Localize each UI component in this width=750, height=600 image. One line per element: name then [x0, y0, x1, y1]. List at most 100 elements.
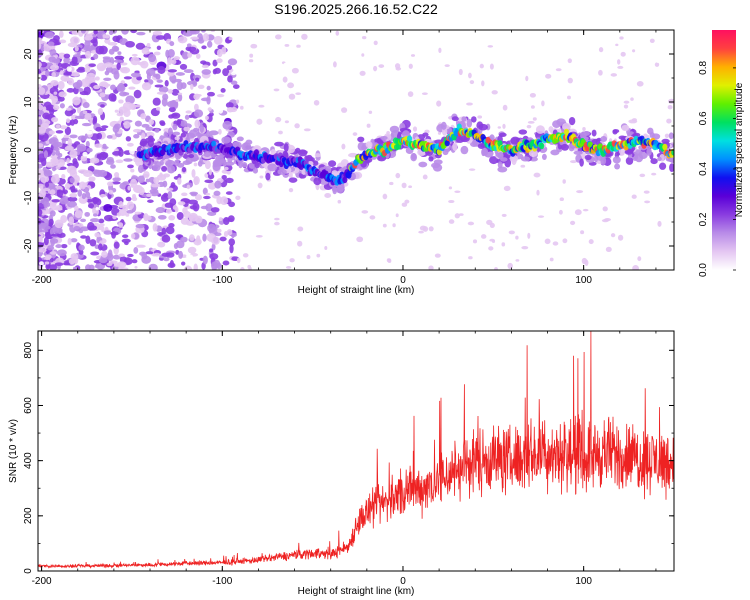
heatmap-cell [163, 192, 169, 198]
heatmap-cell [205, 192, 211, 196]
heatmap-cell [520, 164, 526, 168]
heatmap-cell [128, 86, 136, 90]
heatmap-cell [50, 157, 59, 164]
heatmap-cell [646, 147, 652, 156]
heatmap-cell [177, 92, 183, 96]
heatmap-cell [95, 126, 103, 132]
heatmap-cell [640, 99, 648, 106]
heatmap-cell [67, 77, 75, 86]
heatmap-cell [316, 253, 321, 258]
heatmap-cell [135, 223, 145, 229]
heatmap-cell [387, 258, 392, 264]
heatmap-cell [143, 82, 148, 87]
heatmap-cell [505, 80, 511, 84]
heatmap-cell [40, 74, 48, 81]
heatmap-cell [631, 194, 637, 199]
heatmap-cell [103, 62, 114, 68]
heatmap-cell [63, 53, 71, 59]
heatmap-cell [56, 159, 66, 168]
heatmap-cell [78, 87, 84, 93]
heatmap-cell [361, 53, 365, 57]
heatmap-cell [366, 123, 371, 128]
heatmap-cell [170, 59, 177, 65]
heatmap-cell [436, 100, 442, 107]
heatmap-cell [113, 241, 120, 249]
heatmap-cell [594, 154, 599, 163]
heatmap-cell [610, 233, 616, 238]
heatmap-cell [226, 106, 234, 113]
heatmap-cell [161, 234, 171, 243]
heatmap-cell [89, 218, 100, 223]
heatmap-cell [541, 100, 545, 107]
heatmap-cell [481, 147, 489, 156]
heatmap-cell [406, 135, 413, 142]
heatmap-cell [148, 263, 158, 270]
heatmap-cell [83, 45, 94, 52]
heatmap-cell [84, 66, 91, 73]
heatmap-cell [93, 115, 98, 124]
heatmap-cell [283, 62, 289, 66]
heatmap-cell [634, 153, 644, 163]
heatmap-cell [132, 128, 142, 133]
heatmap-cell [38, 217, 42, 225]
heatmap-cell [207, 107, 212, 112]
heatmap-cell [273, 88, 280, 92]
heatmap-cell [112, 215, 117, 220]
heatmap-cell [521, 246, 529, 250]
heatmap-cell [71, 55, 78, 65]
heatmap-cell [42, 44, 52, 52]
heatmap-cell [241, 161, 248, 168]
heatmap-cell [468, 72, 472, 79]
heatmap-cell [515, 235, 519, 240]
x-tick-label: 100 [575, 275, 592, 286]
heatmap-cell [298, 149, 308, 157]
heatmap-cell [154, 84, 164, 88]
heatmap-cell [114, 109, 119, 113]
heatmap-cell [178, 250, 184, 259]
heatmap-cell [643, 133, 648, 138]
heatmap-cell [242, 253, 249, 258]
heatmap-cell [424, 129, 430, 134]
heatmap-cell [458, 68, 463, 76]
heatmap-cell [133, 89, 142, 99]
heatmap-cell [116, 112, 124, 117]
heatmap-cell [433, 159, 443, 165]
heatmap-cell [38, 49, 43, 55]
heatmap-cell [404, 199, 410, 204]
heatmap-cell [98, 218, 105, 224]
heatmap-cell [65, 118, 71, 124]
heatmap-cell [41, 157, 47, 167]
x-tick-label: 0 [400, 275, 406, 286]
heatmap-cell [332, 61, 337, 68]
heatmap-cell [193, 93, 200, 100]
heatmap-cell [632, 265, 639, 270]
heatmap-cell [161, 165, 168, 172]
heatmap-cell [584, 154, 592, 161]
heatmap-cell [361, 35, 367, 40]
heatmap-cell [118, 99, 124, 104]
heatmap-cell [67, 237, 72, 246]
heatmap-cell [214, 180, 222, 189]
heatmap-cell [123, 76, 132, 80]
heatmap-cell [84, 75, 91, 85]
heatmap-cell [636, 81, 644, 87]
heatmap-cell [491, 240, 496, 243]
heatmap-cell [146, 43, 151, 48]
heatmap-cell [582, 127, 586, 131]
heatmap-cell [122, 92, 130, 96]
heatmap-cell [62, 189, 68, 195]
heatmap-cell [157, 66, 166, 74]
heatmap-cell [647, 127, 654, 135]
heatmap-cell [88, 176, 96, 182]
heatmap-cell [277, 168, 287, 175]
heatmap-cell [38, 170, 43, 174]
heatmap-cell [536, 189, 540, 196]
heatmap-cell [77, 135, 88, 141]
heatmap-cell [479, 63, 484, 69]
heatmap-cell [487, 45, 494, 48]
y-tick-label: 0 [23, 568, 34, 574]
heatmap-cell [99, 92, 106, 98]
heatmap-cell [146, 72, 151, 81]
heatmap-cell [180, 120, 188, 127]
